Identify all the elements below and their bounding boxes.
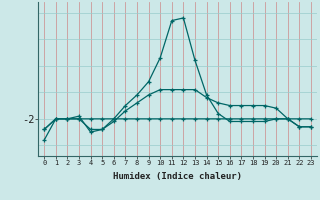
X-axis label: Humidex (Indice chaleur): Humidex (Indice chaleur) — [113, 172, 242, 181]
